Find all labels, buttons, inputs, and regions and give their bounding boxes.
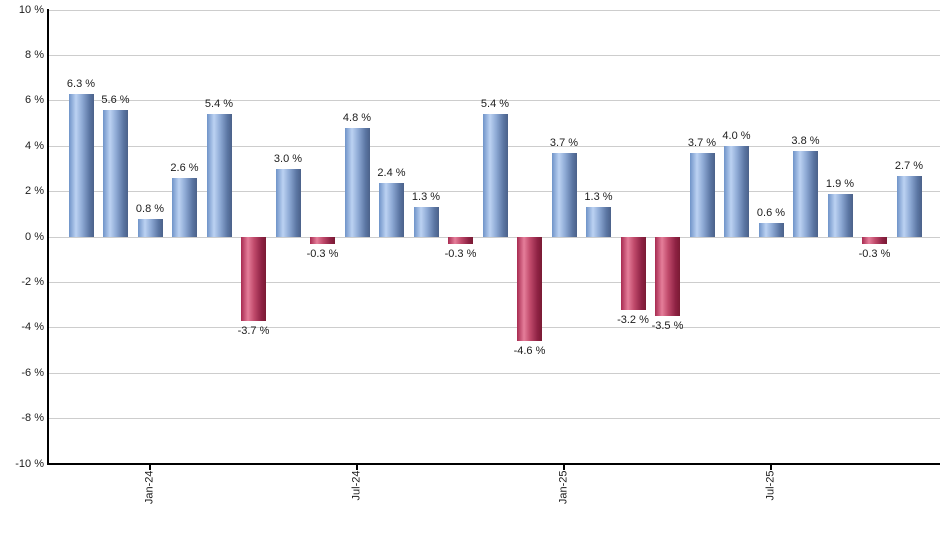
bar-value-label: 2.4 % bbox=[377, 166, 406, 179]
y-axis-label: 8 % bbox=[25, 48, 44, 61]
bar-value-label: 3.8 % bbox=[791, 134, 820, 147]
bar bbox=[827, 193, 853, 237]
bar bbox=[793, 150, 818, 237]
y-axis-label: -2 % bbox=[21, 275, 44, 288]
gridline bbox=[48, 418, 940, 420]
bar bbox=[758, 223, 784, 237]
bar bbox=[137, 218, 163, 237]
bar-value-label: 2.6 % bbox=[170, 161, 199, 174]
x-tick-mark bbox=[563, 464, 565, 470]
bar-value-label: 2.7 % bbox=[894, 159, 924, 172]
y-axis-label: 4 % bbox=[25, 139, 44, 152]
x-axis-line bbox=[47, 463, 940, 465]
gridline bbox=[48, 327, 940, 329]
bar-value-label: 1.3 % bbox=[411, 191, 441, 204]
x-axis-label: Jan-25 bbox=[557, 470, 570, 505]
bar bbox=[241, 237, 266, 321]
bar-value-label: -0.3 % bbox=[444, 247, 477, 260]
bar-value-label: 1.9 % bbox=[825, 177, 855, 190]
bar bbox=[275, 168, 301, 237]
y-axis-label: 0 % bbox=[25, 230, 44, 243]
bar-value-label: 5.4 % bbox=[204, 98, 234, 111]
bar-value-label: 4.0 % bbox=[722, 130, 751, 143]
bar bbox=[724, 146, 749, 237]
bar-value-label: 5.6 % bbox=[101, 93, 130, 106]
x-tick-mark bbox=[770, 464, 772, 470]
bar-value-label: 6.3 % bbox=[66, 77, 96, 90]
bar bbox=[689, 153, 715, 237]
bar-value-label: 0.6 % bbox=[756, 207, 786, 220]
bar-value-label: 5.4 % bbox=[480, 98, 510, 111]
bar bbox=[103, 109, 128, 237]
gridline bbox=[48, 236, 940, 238]
bar bbox=[551, 153, 577, 237]
bar bbox=[172, 177, 197, 237]
bar bbox=[482, 114, 508, 237]
x-axis-label: Jul-24 bbox=[350, 470, 363, 501]
gridline bbox=[48, 54, 940, 56]
bar bbox=[655, 237, 680, 317]
y-axis-label: 10 % bbox=[18, 3, 44, 16]
y-axis-label: -8 % bbox=[21, 412, 44, 425]
bar-value-label: -4.6 % bbox=[513, 345, 546, 358]
y-axis-label: -6 % bbox=[21, 366, 44, 379]
bar bbox=[413, 207, 439, 237]
bar bbox=[620, 237, 646, 310]
bar-value-label: 1.3 % bbox=[584, 191, 613, 204]
bar bbox=[68, 93, 94, 237]
bar-value-label: -3.2 % bbox=[617, 313, 649, 326]
bar bbox=[862, 237, 887, 244]
bar bbox=[586, 207, 611, 237]
bar bbox=[310, 237, 335, 244]
bar-value-label: 0.8 % bbox=[135, 202, 165, 215]
gridline bbox=[48, 9, 940, 11]
x-tick-mark bbox=[356, 464, 358, 470]
bar bbox=[206, 114, 232, 237]
gridline bbox=[48, 281, 940, 283]
bar-value-label: 4.8 % bbox=[342, 112, 372, 125]
bar-value-label: -0.3 % bbox=[306, 247, 339, 260]
y-axis-label: 2 % bbox=[25, 185, 44, 198]
x-axis-label: Jul-25 bbox=[764, 470, 777, 501]
bar bbox=[896, 175, 922, 237]
bar-value-label: 3.0 % bbox=[273, 152, 303, 165]
gridline bbox=[48, 100, 940, 102]
bar bbox=[448, 237, 473, 244]
bar bbox=[344, 128, 370, 237]
y-axis-label: 6 % bbox=[25, 94, 44, 107]
bar-value-label: 3.7 % bbox=[549, 137, 579, 149]
bar-value-label: -3.5 % bbox=[651, 320, 684, 333]
y-axis-line bbox=[47, 9, 49, 465]
bar-value-label: -0.3 % bbox=[858, 247, 891, 260]
y-axis-label: -10 % bbox=[15, 457, 44, 470]
bar-value-label: -3.7 % bbox=[237, 324, 270, 337]
bar bbox=[517, 237, 542, 342]
bar-value-label: 3.7 % bbox=[687, 137, 717, 149]
x-tick-mark bbox=[149, 464, 151, 470]
gridline bbox=[48, 372, 940, 374]
bar bbox=[379, 182, 404, 237]
y-axis-label: -4 % bbox=[21, 321, 44, 334]
x-axis-label: Jan-24 bbox=[143, 470, 156, 505]
